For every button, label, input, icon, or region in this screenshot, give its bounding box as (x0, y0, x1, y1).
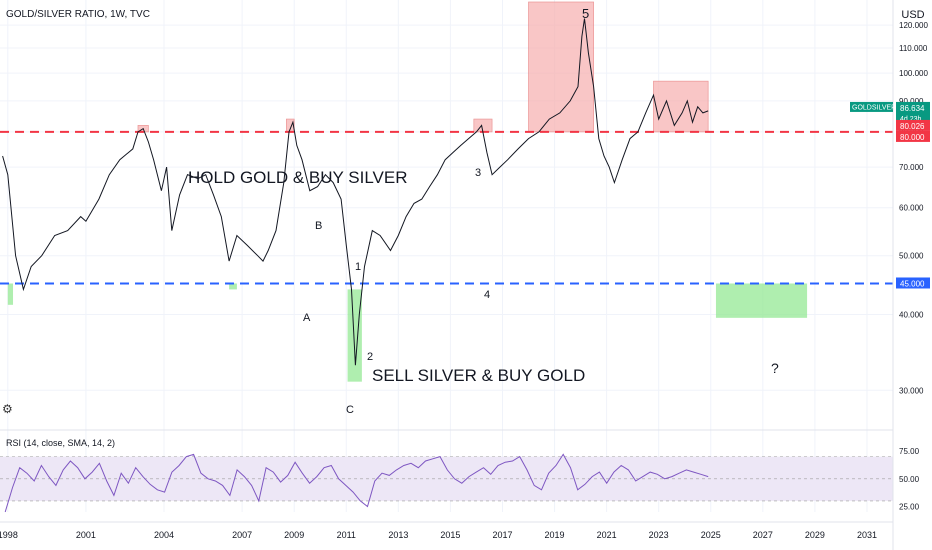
y-tick-label: 50.000 (899, 252, 924, 261)
x-tick-label: 2023 (649, 530, 669, 540)
price-tag-label: 80.026 (900, 122, 925, 131)
wave-label-b: B (315, 220, 322, 232)
wave-label-a: A (303, 312, 311, 324)
box-2006-low (229, 283, 237, 290)
wave-label-5: 5 (582, 6, 589, 21)
x-tick-label: 2017 (492, 530, 512, 540)
price-line (2, 18, 709, 366)
x-tick-label: 2019 (545, 530, 565, 540)
price-tag (896, 119, 930, 131)
x-tick-label: 2025 (701, 530, 721, 540)
x-tick-label: 2009 (284, 530, 304, 540)
annotation-sell-silver: SELL SILVER & BUY GOLD (372, 366, 585, 385)
settings-icon[interactable]: ⚙ (2, 402, 13, 416)
rsi-tick-label: 25.00 (899, 502, 920, 511)
box-future-zone (715, 283, 808, 318)
wave-label-4: 4 (484, 289, 490, 301)
x-tick-label: 2029 (805, 530, 825, 540)
price-tag-label: 45.000 (900, 279, 925, 288)
last-value-tag (896, 101, 930, 124)
y-tick-label: 60.000 (899, 204, 924, 213)
countdown-label: 4d 23h (900, 116, 922, 123)
rsi-pane: RSI (14, close, SMA, 14, 2) (0, 438, 893, 513)
box-2011-low (347, 289, 362, 382)
currency-button[interactable]: USD (901, 9, 925, 21)
rsi-tick-label: 50.00 (899, 475, 920, 484)
rsi-tick-label: 75.00 (899, 447, 920, 456)
annotation-hold-gold: HOLD GOLD & BUY SILVER (188, 168, 408, 187)
price-tag (896, 277, 930, 289)
x-tick-label: 2027 (753, 530, 773, 540)
price-tag (896, 130, 930, 142)
wave-label-3: 3 (475, 167, 481, 179)
annotations: HOLD GOLD & BUY SILVER SELL SILVER & BUY … (188, 6, 779, 416)
price-tag-label: 80.000 (900, 133, 925, 142)
x-tick-label: 2004 (154, 530, 174, 540)
x-tick-label: 2015 (440, 530, 460, 540)
question-mark: ? (771, 360, 779, 376)
x-tick-label: 2021 (597, 530, 617, 540)
y-tick-label: 120.000 (899, 21, 928, 30)
x-tick-label: 1998 (0, 530, 18, 540)
box-2023-range (653, 80, 709, 133)
highlight-boxes (7, 1, 808, 382)
y-tick-label: 40.000 (899, 311, 924, 320)
y-tick-label: 70.000 (899, 163, 924, 172)
y-tick-label: 30.000 (899, 386, 924, 395)
wave-label-2: 2 (367, 351, 373, 363)
x-tick-label: 2007 (232, 530, 252, 540)
y-tick-label: 100.000 (899, 69, 928, 78)
box-1998-low (7, 283, 14, 305)
x-tick-label: 2013 (388, 530, 408, 540)
symbol-label: GOLDSILVER (852, 104, 896, 111)
wave-label-1: 1 (355, 261, 361, 273)
rsi-line (4, 453, 709, 513)
y-tick-label: 110.000 (899, 44, 928, 53)
x-tick-label: 2031 (857, 530, 877, 540)
x-tick-label: 2011 (337, 530, 356, 540)
last-value-label: 86.634 (900, 104, 925, 113)
symbol-tag (850, 101, 893, 112)
chart-grid (0, 0, 893, 512)
wave-label-c: C (346, 404, 354, 416)
chart-title: GOLD/SILVER RATIO, 1W, TVC (6, 9, 150, 20)
price-series (2, 18, 709, 366)
y-tick-label: 90.000 (899, 97, 924, 106)
rsi-label: RSI (14, close, SMA, 14, 2) (6, 438, 115, 448)
x-tick-label: 2001 (76, 530, 96, 540)
